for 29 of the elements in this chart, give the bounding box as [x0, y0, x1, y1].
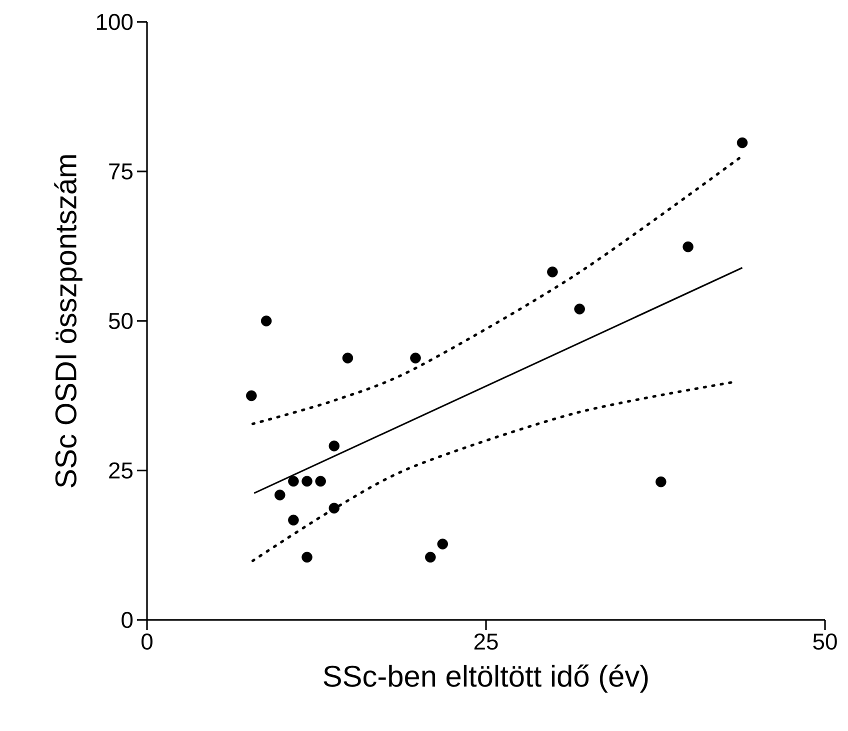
point [574, 304, 585, 314]
y-tick-label: 0 [122, 612, 133, 628]
point [682, 241, 694, 252]
point [425, 552, 436, 563]
point [328, 502, 340, 514]
y-tick-label: 25 [109, 462, 133, 479]
x-tick-label: 25 [474, 634, 498, 650]
y-tick-label: 50 [108, 312, 133, 330]
point [342, 352, 354, 364]
x-axis-title: SSc-ben eltöltött idő (év) [324, 664, 648, 693]
point [656, 476, 666, 488]
x-tick-label: 0 [142, 634, 152, 650]
x-tick-label: 50 [813, 634, 837, 650]
y-tick-label: 75 [109, 163, 133, 180]
point [410, 352, 421, 364]
point [274, 490, 286, 500]
point [302, 552, 312, 563]
point [246, 390, 257, 402]
point [547, 266, 558, 278]
point [288, 514, 299, 526]
y-tick-label: 100 [97, 14, 133, 30]
point [437, 538, 448, 550]
point [736, 137, 748, 148]
point [328, 440, 340, 452]
y-axis-title: SSc OSDI összpontszám [54, 155, 82, 488]
point [260, 316, 272, 326]
point [315, 476, 326, 487]
point [302, 476, 312, 487]
point [288, 476, 299, 487]
